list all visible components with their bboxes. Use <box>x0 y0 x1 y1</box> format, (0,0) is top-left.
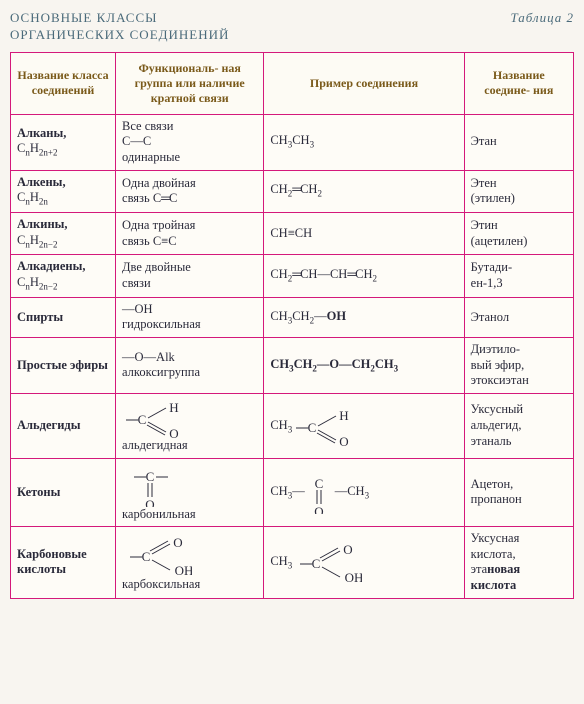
table-row: КетоныCOкарбонильнаяCH3—CO—CH3Ацетон,про… <box>11 458 574 527</box>
cell-class: Простые эфиры <box>11 338 116 394</box>
cell-compound: Этан <box>464 114 573 170</box>
svg-text:C: C <box>142 549 151 564</box>
table-header-row: Название класса соединений Функциональ- … <box>11 52 574 114</box>
table-row: АльдегидыCHOальдегиднаяCH3CHOУксусныйаль… <box>11 393 574 458</box>
cell-funcgroup: CHOальдегидная <box>116 393 264 458</box>
cell-example: CH2═CH2 <box>264 170 464 212</box>
cell-compound: Этин(ацетилен) <box>464 213 573 255</box>
cell-compound: Ацетон,пропанон <box>464 458 573 527</box>
svg-text:H: H <box>340 408 349 423</box>
cell-funcgroup: —O—Alkалкоксигруппа <box>116 338 264 394</box>
cell-class: Кетоны <box>11 458 116 527</box>
table-row: Спирты—OHгидроксильнаяCH3CH2—OHЭтанол <box>11 297 574 337</box>
svg-text:C: C <box>146 469 155 484</box>
struct-svg: C O OH <box>292 540 362 584</box>
svg-text:C: C <box>308 420 317 435</box>
cell-class: Алкадиены,CnH2n−2 <box>11 255 116 297</box>
svg-text:C: C <box>138 412 147 427</box>
cell-class: Альдегиды <box>11 393 116 458</box>
cell-funcgroup: —OHгидроксильная <box>116 297 264 337</box>
cell-compound: Этен(этилен) <box>464 170 573 212</box>
struct-svg: CO <box>305 470 335 514</box>
cell-class: Алканы,CnH2n+2 <box>11 114 116 170</box>
table-row: Простые эфиры—O—AlkалкоксигруппаCH3CH2—O… <box>11 338 574 394</box>
cell-example: CH3CHO <box>264 393 464 458</box>
svg-text:C: C <box>312 556 321 571</box>
svg-text:C: C <box>314 476 323 491</box>
struct-svg: CO <box>122 463 182 507</box>
cell-class: Алкины,CnH2n−2 <box>11 213 116 255</box>
title-line1: ОСНОВНЫЕ КЛАССЫ <box>10 10 158 25</box>
svg-text:H: H <box>169 400 178 415</box>
table-row: Алкины,CnH2n−2Одна тройнаясвязь C≡CCH≡CH… <box>11 213 574 255</box>
cell-example: CH3—CO—CH3 <box>264 458 464 527</box>
struct-svg: C HO <box>292 406 352 446</box>
table-row: Алкены,CnH2nОдна двойнаясвязь C═CCH2═CH2… <box>11 170 574 212</box>
table-row: Карбоновые кислотыCOOHкарбоксильнаяCH3CO… <box>11 527 574 599</box>
cell-example: CH3CH2—OH <box>264 297 464 337</box>
svg-text:O: O <box>145 497 154 507</box>
cell-funcgroup: Одна двойнаясвязь C═C <box>116 170 264 212</box>
col-header-compound: Название соедине- ния <box>464 52 573 114</box>
cell-funcgroup: Одна тройнаясвязь C≡C <box>116 213 264 255</box>
page-title: ОСНОВНЫЕ КЛАССЫ ОРГАНИЧЕСКИХ СОЕДИНЕНИЙ <box>10 10 229 44</box>
cell-compound: Диэтило-вый эфир,этоксиэтан <box>464 338 573 394</box>
col-header-funcgroup: Функциональ- ная группа или наличие крат… <box>116 52 264 114</box>
svg-text:O: O <box>314 504 323 514</box>
table-label: Таблица 2 <box>510 10 574 26</box>
cell-example: CH≡CH <box>264 213 464 255</box>
main-table: Название класса соединений Функциональ- … <box>10 52 574 599</box>
cell-compound: Этанол <box>464 297 573 337</box>
svg-text:O: O <box>169 426 178 438</box>
svg-text:OH: OH <box>175 563 192 577</box>
svg-text:O: O <box>340 434 349 446</box>
svg-text:O: O <box>344 542 353 557</box>
cell-compound: Уксуснаякислота,этановаякислота <box>464 527 573 599</box>
cell-compound: Уксусныйальдегид,этаналь <box>464 393 573 458</box>
cell-class: Алкены,CnH2n <box>11 170 116 212</box>
svg-text:OH: OH <box>345 570 362 584</box>
table-row: Алканы,CnH2n+2Все связиC—CодинарныеCH3CH… <box>11 114 574 170</box>
cell-funcgroup: COOHкарбоксильная <box>116 527 264 599</box>
svg-text:O: O <box>173 535 182 550</box>
struct-svg: C HO <box>122 398 182 438</box>
col-header-example: Пример соединения <box>264 52 464 114</box>
cell-funcgroup: Все связиC—Cодинарные <box>116 114 264 170</box>
cell-example: CH3CH3 <box>264 114 464 170</box>
cell-class: Карбоновые кислоты <box>11 527 116 599</box>
cell-funcgroup: COкарбонильная <box>116 458 264 527</box>
cell-funcgroup: Две двойныесвязи <box>116 255 264 297</box>
page-header: ОСНОВНЫЕ КЛАССЫ ОРГАНИЧЕСКИХ СОЕДИНЕНИЙ … <box>10 10 574 44</box>
cell-class: Спирты <box>11 297 116 337</box>
cell-example: CH3COOH <box>264 527 464 599</box>
struct-svg: C O OH <box>122 533 192 577</box>
cell-example: CH2═CH—CH═CH2 <box>264 255 464 297</box>
title-line2: ОРГАНИЧЕСКИХ СОЕДИНЕНИЙ <box>10 27 229 42</box>
col-header-class: Название класса соединений <box>11 52 116 114</box>
cell-compound: Бутади-ен-1,3 <box>464 255 573 297</box>
table-row: Алкадиены,CnH2n−2Две двойныесвязиCH2═CH—… <box>11 255 574 297</box>
cell-example: CH3CH2—O—CH2CH3 <box>264 338 464 394</box>
